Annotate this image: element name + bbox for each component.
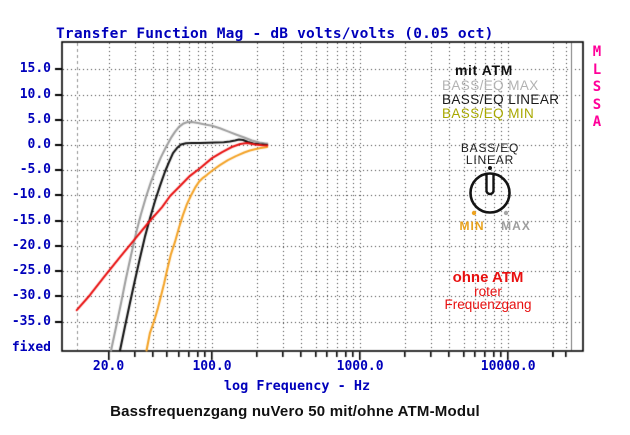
knob-pointer	[485, 173, 495, 196]
watermark-letter: M	[592, 44, 602, 60]
knob-label-line1: BASS/EQ	[460, 141, 520, 155]
x-axis-title: log Frequency - Hz	[223, 378, 371, 394]
y-tick-label: 0.0	[27, 137, 51, 152]
y-tick-label: -20.0	[11, 237, 51, 253]
annotation-frequenzgang: Frequenzgang	[444, 297, 532, 312]
legend-item: mit ATM	[455, 62, 513, 78]
knob-body	[469, 172, 511, 214]
annotation-ohne-atm: ohne ATM	[452, 269, 524, 286]
y-tick-label: 15.0	[19, 61, 51, 77]
y-tick-label: -10.0	[11, 187, 51, 203]
knob-min-label: MIN	[459, 219, 485, 233]
knob-label-line2: LINEAR	[465, 152, 515, 167]
y-tick-label: 10.0	[19, 86, 51, 102]
y-tick-label: -25.0	[11, 263, 51, 279]
legend-item: BASS/EQ MIN	[442, 106, 535, 121]
y-axis-mode-label: fixed	[11, 340, 51, 355]
legend-item: BASS/EQ LINEAR	[442, 92, 560, 107]
x-tick-label: 1000.0	[336, 359, 384, 374]
watermark-letter: L	[592, 61, 602, 78]
knob-position-dot-max	[503, 210, 509, 216]
y-tick-label: -30.0	[11, 288, 51, 304]
watermark-letter: A	[592, 114, 602, 130]
annotation-roter: roter	[474, 284, 502, 299]
y-tick-label: -35.0	[11, 313, 51, 329]
y-tick-label: -15.0	[11, 212, 51, 228]
y-tick-label: -5.0	[19, 162, 51, 178]
y-tick-label: 5.0	[27, 111, 51, 127]
x-tick-label: 100.0	[192, 359, 232, 374]
caption: Bassfrequenzgang nuVero 50 mit/ohne ATM-…	[110, 403, 480, 420]
knob-position-dot-linear	[488, 166, 492, 170]
knob-max-label: MAX	[501, 219, 531, 233]
watermark-letter: S	[592, 79, 602, 95]
watermark-letter: S	[592, 96, 602, 113]
knob-position-dot-min	[471, 210, 477, 216]
legend-item: BASS/EQ MAX	[442, 78, 539, 93]
bass-eq-knob-icon	[469, 166, 511, 216]
chart-title: Transfer Function Mag - dB volts/volts (…	[56, 26, 494, 42]
x-tick-label: 20.0	[92, 359, 125, 374]
x-tick-label: 10000.0	[480, 359, 536, 374]
